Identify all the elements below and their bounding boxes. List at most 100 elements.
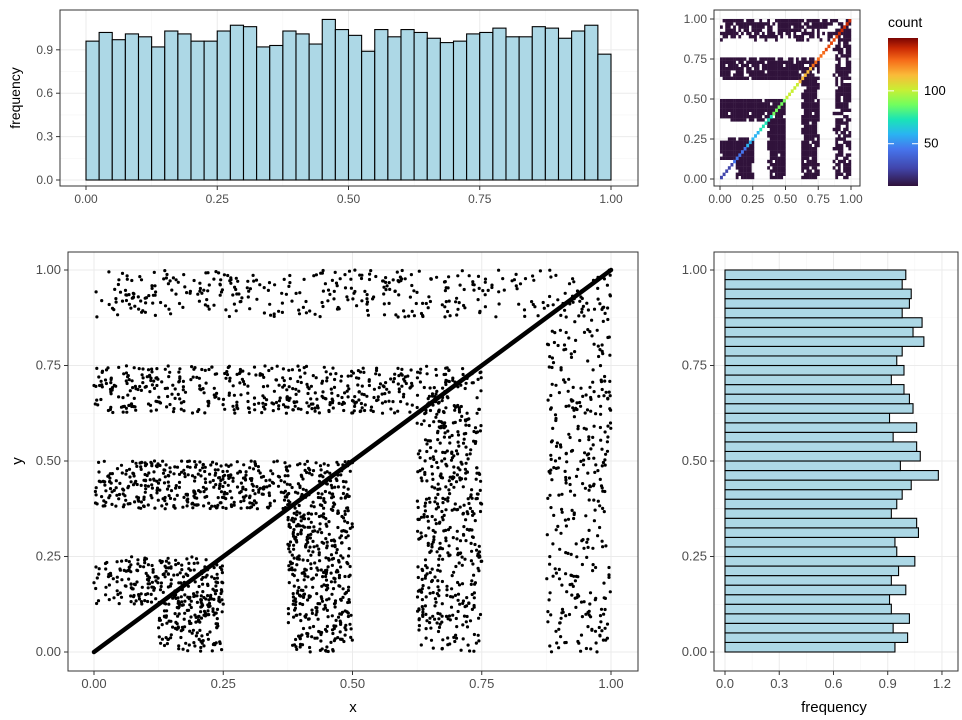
heatmap-cell bbox=[754, 60, 757, 64]
scatter-point bbox=[587, 435, 591, 439]
scatter-point bbox=[193, 460, 197, 464]
scatter-point bbox=[549, 468, 553, 472]
scatter-point bbox=[113, 287, 117, 291]
heatmap-cell bbox=[769, 111, 773, 116]
scatter-point bbox=[314, 613, 318, 617]
heatmap-cell bbox=[748, 166, 752, 170]
scatter-point bbox=[103, 504, 107, 508]
heatmap-cell bbox=[722, 172, 726, 177]
histogram-bar bbox=[724, 384, 905, 395]
scatter-point bbox=[549, 453, 553, 457]
heatmap-cell bbox=[761, 73, 765, 77]
heatmap-cell bbox=[848, 99, 852, 103]
scatter-point bbox=[333, 485, 337, 489]
scatter-point bbox=[331, 631, 335, 636]
heatmap-cell bbox=[816, 67, 820, 71]
scatter-point bbox=[445, 593, 449, 598]
scatter-point bbox=[129, 594, 133, 598]
heatmap-cell bbox=[751, 111, 755, 116]
heatmap-cell bbox=[751, 99, 755, 103]
heatmap-cell bbox=[746, 169, 750, 173]
scatter-point bbox=[251, 467, 256, 471]
scatter-point bbox=[180, 563, 184, 567]
scatter-point bbox=[334, 551, 338, 555]
heatmap-cell bbox=[782, 121, 786, 125]
heatmap-cell bbox=[788, 22, 791, 26]
heatmap-cell bbox=[835, 35, 839, 39]
scatter-point bbox=[268, 501, 272, 505]
scatter-point bbox=[428, 408, 433, 413]
scatter-point bbox=[163, 475, 167, 479]
scatter-point bbox=[339, 534, 343, 538]
heatmap-cell bbox=[782, 147, 786, 151]
scatter-point bbox=[94, 486, 98, 490]
heatmap-cell bbox=[848, 67, 852, 71]
scatter-point bbox=[606, 435, 610, 439]
heatmap-cell bbox=[801, 147, 805, 151]
heatmap-cell bbox=[730, 163, 734, 167]
scatter-point bbox=[176, 392, 180, 396]
scatter-point bbox=[440, 602, 444, 606]
heatmap-cell bbox=[775, 38, 778, 42]
scatter-point bbox=[248, 287, 252, 291]
scatter-point bbox=[445, 449, 449, 453]
heatmap-cell bbox=[761, 25, 765, 29]
scatter-point bbox=[435, 460, 439, 465]
scatter-point bbox=[119, 463, 124, 467]
heatmap-cell bbox=[845, 76, 849, 80]
heatmap-cell bbox=[754, 108, 757, 112]
histogram-bar bbox=[85, 40, 100, 181]
heatmap-cell bbox=[775, 166, 778, 170]
scatter-point bbox=[473, 519, 477, 523]
heatmap-cell bbox=[740, 57, 744, 61]
scatter-point bbox=[208, 506, 212, 511]
heatmap-cell bbox=[777, 150, 781, 154]
scatter-point bbox=[154, 399, 158, 403]
heatmap-cell bbox=[725, 150, 729, 154]
heatmap-cell bbox=[748, 150, 752, 154]
scatter-point bbox=[93, 501, 98, 505]
heatmap-cell bbox=[782, 28, 786, 32]
heatmap-cell bbox=[830, 41, 833, 45]
scatter-point bbox=[583, 486, 588, 490]
heatmap-cell bbox=[811, 19, 815, 23]
scatter-point bbox=[291, 595, 295, 599]
heatmap-cell bbox=[814, 124, 818, 128]
scatter-point bbox=[124, 558, 128, 563]
heatmap-cell bbox=[754, 73, 757, 77]
heatmap-cell bbox=[780, 166, 784, 170]
scatter-point bbox=[306, 617, 311, 621]
scatter-point bbox=[360, 273, 364, 277]
scatter-point bbox=[298, 291, 302, 295]
scatter-point bbox=[189, 615, 193, 619]
scatter-point bbox=[185, 608, 189, 613]
scatter-point bbox=[309, 520, 313, 524]
heatmap-cell bbox=[725, 140, 729, 144]
heatmap-cell bbox=[806, 79, 810, 84]
scatter-point bbox=[317, 514, 321, 519]
heatmap-cell bbox=[837, 63, 841, 68]
scatter-point bbox=[150, 370, 154, 374]
scatter-point bbox=[211, 609, 215, 614]
scatter-point bbox=[167, 307, 171, 311]
heatmap-cell bbox=[769, 108, 773, 112]
scatter-point bbox=[329, 640, 333, 645]
heatmap-cell bbox=[740, 147, 744, 151]
heatmap-cell bbox=[730, 60, 734, 64]
heatmap-cell bbox=[730, 150, 734, 154]
heatmap-cell bbox=[843, 67, 846, 71]
scatter-point bbox=[421, 610, 425, 614]
scatter-point bbox=[465, 527, 469, 532]
histogram-bar bbox=[724, 536, 896, 548]
heatmap-cell bbox=[801, 105, 805, 109]
heatmap-cell bbox=[730, 67, 734, 71]
heatmap-cell bbox=[738, 67, 742, 71]
scatter-point bbox=[556, 298, 560, 302]
heatmap-cell bbox=[806, 156, 810, 160]
heatmap-cell bbox=[845, 47, 849, 52]
scatter-point bbox=[389, 377, 393, 381]
scatter-point bbox=[358, 409, 362, 414]
scatter-point bbox=[427, 295, 431, 299]
scatter-point bbox=[343, 391, 347, 395]
scatter-point bbox=[231, 293, 235, 297]
